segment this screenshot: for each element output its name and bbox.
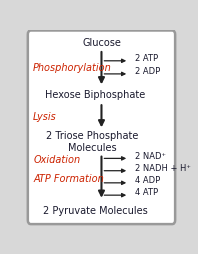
Text: Hexose Biphosphate: Hexose Biphosphate [45,90,146,100]
Text: Phosphorylation: Phosphorylation [33,63,112,73]
Text: 4 ADP: 4 ADP [135,176,161,185]
Text: 2 NAD⁺: 2 NAD⁺ [135,152,166,161]
Text: Glucose: Glucose [82,38,121,48]
Text: ATP Formation: ATP Formation [33,174,104,184]
Text: 2 NADH + H⁺: 2 NADH + H⁺ [135,164,191,173]
Text: 2 Triose Phosphate
Molecules: 2 Triose Phosphate Molecules [46,131,138,153]
Text: Oxidation: Oxidation [33,155,80,165]
Text: 2 ADP: 2 ADP [135,67,161,76]
Text: 2 Pyruvate Molecules: 2 Pyruvate Molecules [43,207,148,216]
Text: 4 ATP: 4 ATP [135,188,158,197]
FancyBboxPatch shape [28,30,175,224]
Text: 2 ATP: 2 ATP [135,54,158,63]
Text: Lysis: Lysis [33,112,57,121]
